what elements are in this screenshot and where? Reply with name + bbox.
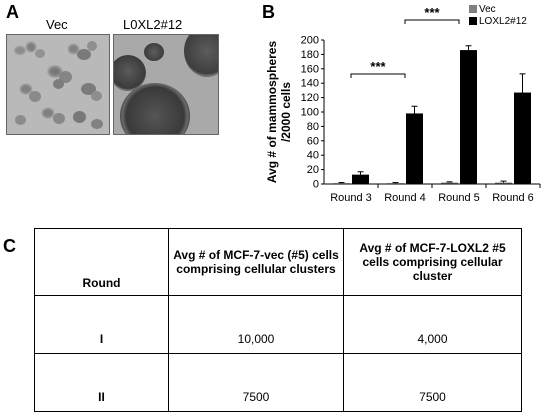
y-axis-label-line1: Avg # of mammospheres [265,41,279,184]
loxl2-micrograph [113,34,219,135]
row-loxl2-value: 4,000 [343,295,522,354]
loxl2-image-label: L0XL2#12 [123,17,183,32]
y-tick-label: 180 [301,49,319,61]
bar-loxl2-12-3 [514,92,531,184]
x-tick-label: Round 5 [438,192,480,204]
y-tick-label: 120 [301,92,319,104]
row-vec-value: 10,000 [168,295,344,354]
x-tick-label: Round 6 [492,192,534,204]
bar-vec-3 [495,182,512,184]
y-tick-label: 60 [307,135,319,147]
table-row: II 7500 7500 [34,353,522,412]
legend-swatch-vec [469,5,477,13]
table-row: I 10,000 4,000 [34,295,522,354]
x-tick-label: Round 3 [330,192,372,204]
panel-b-letter: B [262,2,275,22]
panel-c-letter: C [3,236,16,256]
significance-bracket [404,19,460,24]
x-tick-label: Round 4 [384,192,426,204]
bar-vec-2 [441,182,458,184]
y-axis-label-line2: /2000 cells [279,82,293,142]
cluster-table: Round Avg # of MCF-7-vec (#5) cells comp… [34,228,522,412]
legend-swatch-loxl2 [469,17,477,25]
y-tick-label: 100 [301,107,319,119]
bar-loxl2-12-2 [460,50,477,184]
significance-label: *** [424,5,440,20]
legend-label-vec: Vec [479,4,496,15]
bar-loxl2-12-0 [352,174,369,184]
header-round: Round [34,228,169,296]
row-vec-value: 7500 [168,353,344,412]
chart-legend: Vec LOXL2#12 [469,4,527,27]
y-tick-label: 40 [307,150,319,162]
y-tick-label: 20 [307,164,319,176]
panel-a-letter: A [6,2,19,22]
row-round: I [34,295,169,354]
row-round: II [34,353,169,412]
mammosphere-chart: 0 20 40 60 80 100 120 140 160 180 200 Round 3 Round… [265,4,541,204]
header-loxl2: Avg # of MCF-7-LOXL2 #5 cells comprising… [343,228,522,296]
y-tick-label: 140 [301,78,319,90]
row-loxl2-value: 7500 [343,353,522,412]
significance-label: *** [370,59,386,74]
vec-image-label: Vec [46,17,68,32]
bar-loxl2-12-1 [406,113,423,184]
y-tick-label: 80 [307,121,319,133]
legend-label-loxl2: LOXL2#12 [479,16,527,27]
y-tick-label: 0 [313,179,319,191]
y-tick-label: 160 [301,63,319,75]
header-vec: Avg # of MCF-7-vec (#5) cells comprising… [168,228,344,296]
y-tick-label: 200 [301,35,319,47]
vec-micrograph [6,34,110,135]
significance-bracket [350,73,406,78]
